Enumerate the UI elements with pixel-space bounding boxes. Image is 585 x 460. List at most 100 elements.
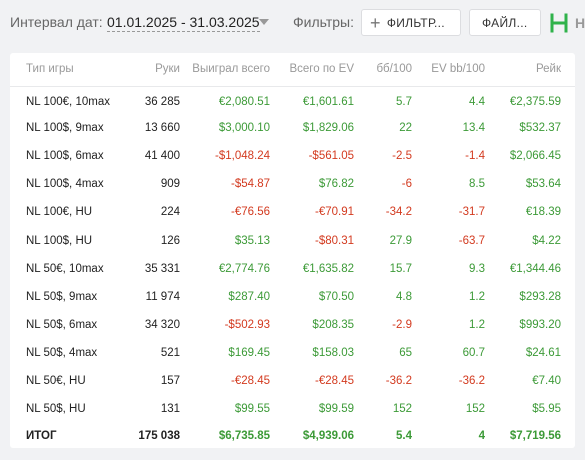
table-row[interactable]: NL 100€, HU 224 -€76.56 -€70.91 -34.2 -31.7 €1… [10,198,575,226]
cell-rake: $993.20 [519,318,561,331]
cell-ev-bb100: 9.3 [469,262,485,275]
cell-ev-total: $70.50 [318,290,354,303]
plus-icon: + [370,12,381,33]
cell-game-type: NL 50$, 6max [26,318,98,331]
total-bb100: 5.4 [396,430,412,443]
cell-game-type: NL 50$, 4max [26,346,98,359]
cell-won-total: -$54.87 [230,178,270,191]
total-won: $6,735.85 [218,430,270,443]
cell-hands: 224 [160,206,180,219]
cell-game-type: NL 50€, 10max [26,262,104,275]
cell-rake: $293.28 [519,290,561,303]
file-button-label: ФАЙЛ... [482,15,528,30]
hand2note-logo-icon [550,13,568,33]
cell-bb100: -36.2 [385,374,412,387]
total-rake: $7,719.56 [509,430,561,443]
cell-game-type: NL 50$, 9max [26,290,98,303]
cell-ev-total: $76.82 [318,178,354,191]
total-hands: 175 038 [138,430,180,443]
cell-bb100: 152 [392,403,412,416]
cell-ev-total: -€28.45 [314,374,354,387]
game-type-stats-table: Тип игры Руки Выиграл всего Всего по EV … [10,53,575,449]
cell-bb100: 27.9 [389,234,412,247]
column-header-hands[interactable]: Руки [123,53,180,87]
cell-won-total: -€28.45 [230,374,270,387]
cell-hands: 909 [160,178,180,191]
cell-hands: 41 400 [144,150,180,163]
cell-won-total: $287.40 [228,290,270,303]
table-total-row: ИТОГ 175 038 $6,735.85 $4,939.06 5.4 4 $… [10,423,575,449]
cell-won-total: €2,080.51 [218,96,270,109]
column-header-ev-bb100[interactable]: EV bb/100 [412,53,485,87]
cell-ev-total: -$80.31 [314,234,354,247]
cell-ev-total: -€70.91 [314,206,354,219]
table-row[interactable]: NL 50$, HU 131 $99.55 $99.59 152 152 $5.95 [10,395,575,423]
table-row[interactable]: NL 50$, 9max 11 974 $287.40 $70.50 4.8 1.2 $29… [10,283,575,311]
file-button[interactable]: ФАЙЛ... [469,9,541,36]
cell-won-total: €2,774.76 [218,262,270,275]
column-header-game-type[interactable]: Тип игры [10,53,123,87]
cell-hands: 126 [160,234,180,247]
cell-ev-bb100: 152 [465,403,485,416]
table-row[interactable]: NL 50€, HU 157 -€28.45 -€28.45 -36.2 -36.2 €7.… [10,367,575,395]
cell-bb100: 65 [399,346,412,359]
cell-bb100: -2.5 [392,150,412,163]
column-header-won-total[interactable]: Выиграл всего [180,53,270,87]
cell-ev-bb100: -1.4 [465,150,485,163]
cell-bb100: -34.2 [385,206,412,219]
cell-hands: 131 [160,403,180,416]
cell-ev-bb100: 1.2 [469,318,485,331]
cell-game-type: NL 100$, HU [26,234,93,247]
table-row[interactable]: NL 50$, 6max 34 320 -$502.93 $208.35 -2.9 1.2… [10,311,575,339]
cell-ev-bb100: -63.7 [458,234,485,247]
chevron-down-icon[interactable] [259,19,269,25]
table-row[interactable]: NL 50$, 4max 521 $169.45 $158.03 65 60.7 $24.6… [10,339,575,367]
cell-hands: 521 [160,346,180,359]
stats-table-card: Тип игры Руки Выиграл всего Всего по EV … [10,53,575,448]
cell-ev-total: $208.35 [312,318,354,331]
top-toolbar: Интервал дат: 01.01.2025 - 31.03.2025 Фи… [0,0,585,46]
cell-bb100: 22 [399,122,412,135]
cell-won-total: -€76.56 [230,206,270,219]
cell-won-total: $35.13 [234,234,270,247]
cell-bb100: 15.7 [389,262,412,275]
cell-ev-total: €1,601.61 [302,96,354,109]
cell-ev-bb100: 60.7 [462,346,485,359]
cell-won-total: -$1,048.24 [215,150,270,163]
cell-rake: €18.39 [525,206,561,219]
table-row[interactable]: NL 50€, 10max 35 331 €2,774.76 €1,635.82 15.… [10,255,575,283]
table-row[interactable]: NL 100$, 9max 13 660 $3,000.10 $1,829.06 22 1… [10,114,575,142]
cell-ev-bb100: 1.2 [469,290,485,303]
filters-label: Фильтры: [293,14,354,30]
cell-ev-total: €1,635.82 [302,262,354,275]
cell-game-type: NL 100€, 10max [26,96,110,109]
cell-won-total: -$502.93 [224,318,270,331]
add-filter-button-label: ФИЛЬТР... [386,15,445,30]
cell-hands: 11 974 [145,290,180,303]
cell-won-total: $3,000.10 [218,122,270,135]
cell-ev-bb100: -36.2 [458,374,485,387]
cell-hands: 157 [160,374,180,387]
cell-rake: $4.22 [532,234,561,247]
cell-bb100: 5.7 [396,96,412,109]
cell-rake: $2,066.45 [509,150,561,163]
table-row[interactable]: NL 100$, 4max 909 -$54.87 $76.82 -6 8.5 $53.64 [10,170,575,198]
cell-rake: €7.40 [532,374,561,387]
cell-ev-bb100: 4.4 [469,96,485,109]
column-header-ev-total[interactable]: Всего по EV [270,53,354,87]
table-row[interactable]: NL 100€, 10max 36 285 €2,080.51 €1,601.61 5.… [10,86,575,114]
cell-rake: $24.61 [525,346,561,359]
column-header-bb100[interactable]: бб/100 [354,53,412,87]
total-label: ИТОГ [26,430,57,443]
cell-hands: 36 285 [144,96,180,109]
cell-ev-total: $158.03 [312,346,354,359]
column-header-rake[interactable]: Рейк [485,53,575,87]
cell-game-type: NL 100$, 6max [26,150,104,163]
cell-ev-bb100: 8.5 [469,178,485,191]
table-row[interactable]: NL 100$, HU 126 $35.13 -$80.31 27.9 -63.7 $4.2… [10,226,575,254]
add-filter-button[interactable]: + ФИЛЬТР... [361,9,461,36]
cell-game-type: NL 100$, 9max [26,122,104,135]
cell-hands: 34 320 [144,318,180,331]
table-row[interactable]: NL 100$, 6max 41 400 -$1,048.24 -$561.05 -2.… [10,142,575,170]
date-range-picker[interactable]: 01.01.2025 - 31.03.2025 [107,14,260,32]
